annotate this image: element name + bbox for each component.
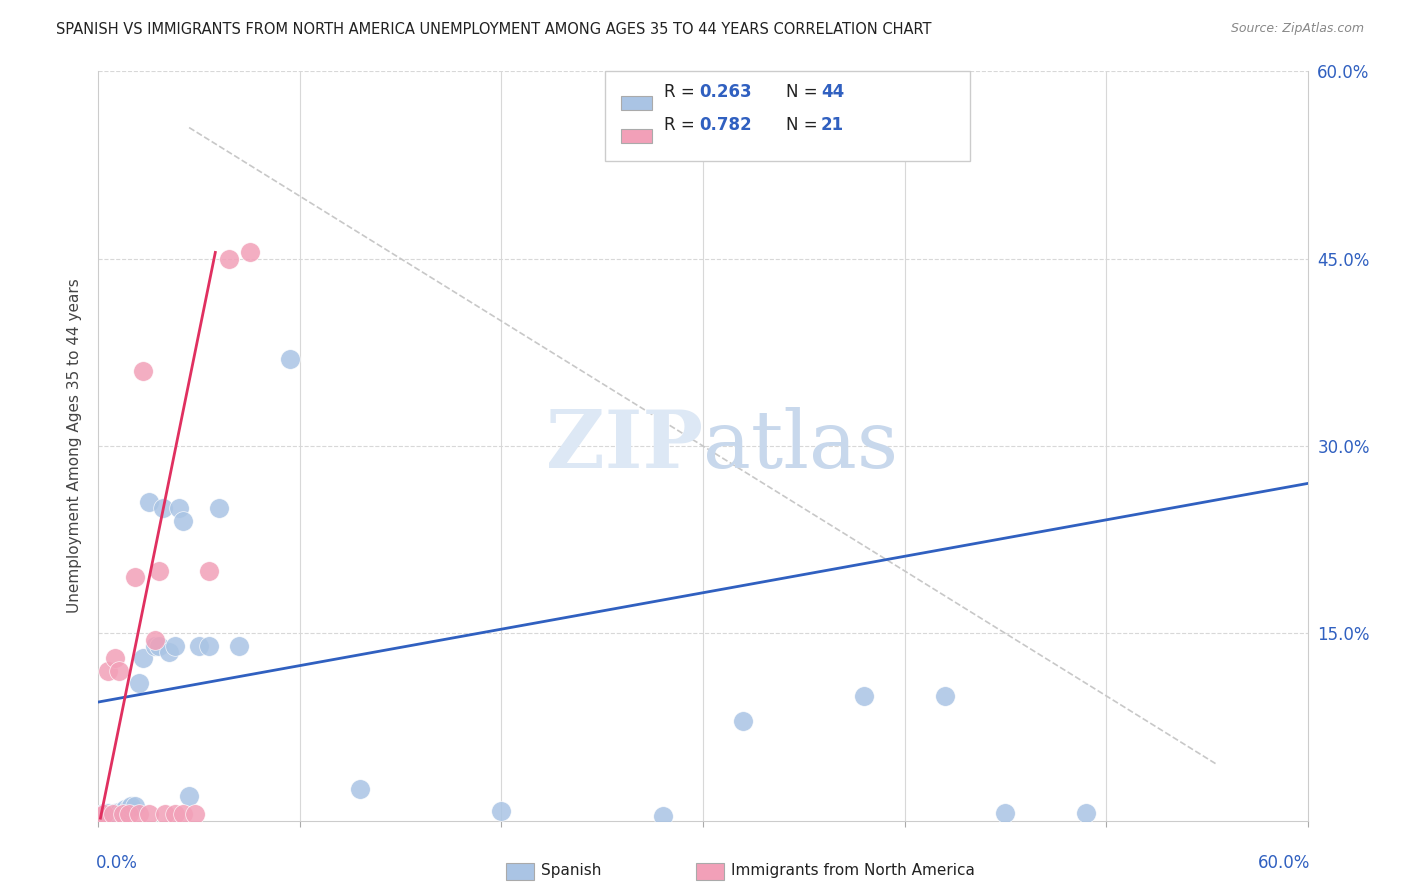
- Point: [188, 639, 211, 653]
- Point: [124, 798, 146, 813]
- Point: [97, 664, 120, 678]
- Text: 60.0%: 60.0%: [1257, 855, 1310, 872]
- Point: [114, 802, 136, 816]
- Point: [208, 501, 231, 516]
- Point: [128, 807, 150, 822]
- Point: [349, 782, 371, 797]
- Point: [107, 805, 129, 819]
- Point: [91, 807, 114, 822]
- Text: R =: R =: [664, 116, 700, 134]
- Text: N =: N =: [786, 83, 823, 101]
- Point: [93, 806, 115, 821]
- Point: [107, 664, 129, 678]
- Point: [198, 639, 221, 653]
- Point: [152, 501, 174, 516]
- Point: [179, 789, 201, 803]
- Point: [110, 806, 132, 821]
- Point: [128, 676, 150, 690]
- Point: [132, 651, 155, 665]
- Point: [93, 810, 115, 824]
- Point: [118, 807, 141, 822]
- Point: [132, 364, 155, 378]
- Text: 0.782: 0.782: [699, 116, 751, 134]
- Point: [101, 808, 124, 822]
- Point: [148, 564, 170, 578]
- Point: [163, 807, 186, 822]
- Point: [994, 806, 1017, 821]
- Point: [172, 807, 194, 822]
- Text: SPANISH VS IMMIGRANTS FROM NORTH AMERICA UNEMPLOYMENT AMONG AGES 35 TO 44 YEARS : SPANISH VS IMMIGRANTS FROM NORTH AMERICA…: [56, 22, 932, 37]
- Point: [97, 806, 120, 821]
- Point: [138, 495, 160, 509]
- Point: [1074, 806, 1097, 821]
- Point: [96, 808, 118, 822]
- Text: Spanish: Spanish: [541, 863, 602, 879]
- Point: [167, 501, 190, 516]
- Point: [172, 514, 194, 528]
- Point: [91, 808, 114, 822]
- Point: [101, 807, 124, 822]
- Point: [651, 808, 673, 822]
- Text: Source: ZipAtlas.com: Source: ZipAtlas.com: [1230, 22, 1364, 36]
- Point: [239, 245, 262, 260]
- Point: [138, 807, 160, 822]
- Text: 44: 44: [821, 83, 845, 101]
- Point: [143, 639, 166, 653]
- Point: [491, 804, 513, 818]
- Text: Immigrants from North America: Immigrants from North America: [731, 863, 974, 879]
- Point: [157, 645, 180, 659]
- Text: 0.0%: 0.0%: [96, 855, 138, 872]
- Point: [198, 564, 221, 578]
- Point: [228, 639, 250, 653]
- Text: ZIP: ZIP: [546, 407, 703, 485]
- Text: R =: R =: [664, 83, 700, 101]
- Point: [120, 798, 142, 813]
- Point: [97, 808, 120, 822]
- Point: [124, 570, 146, 584]
- Point: [163, 639, 186, 653]
- Point: [111, 807, 134, 822]
- Point: [93, 807, 115, 822]
- Point: [143, 632, 166, 647]
- Point: [103, 651, 125, 665]
- Text: 21: 21: [821, 116, 844, 134]
- Point: [105, 807, 128, 822]
- Point: [111, 804, 134, 818]
- Point: [218, 252, 240, 266]
- Point: [100, 807, 122, 822]
- Point: [148, 639, 170, 653]
- Point: [853, 689, 876, 703]
- Y-axis label: Unemployment Among Ages 35 to 44 years: Unemployment Among Ages 35 to 44 years: [67, 278, 83, 614]
- Point: [184, 807, 207, 822]
- Point: [89, 808, 111, 822]
- Point: [278, 351, 301, 366]
- Point: [934, 689, 956, 703]
- Point: [96, 807, 118, 822]
- Text: N =: N =: [786, 116, 823, 134]
- Text: 0.263: 0.263: [699, 83, 751, 101]
- Point: [153, 807, 176, 822]
- Text: atlas: atlas: [703, 407, 898, 485]
- Point: [118, 801, 141, 815]
- Point: [103, 806, 125, 821]
- Point: [733, 714, 755, 728]
- Point: [89, 810, 111, 824]
